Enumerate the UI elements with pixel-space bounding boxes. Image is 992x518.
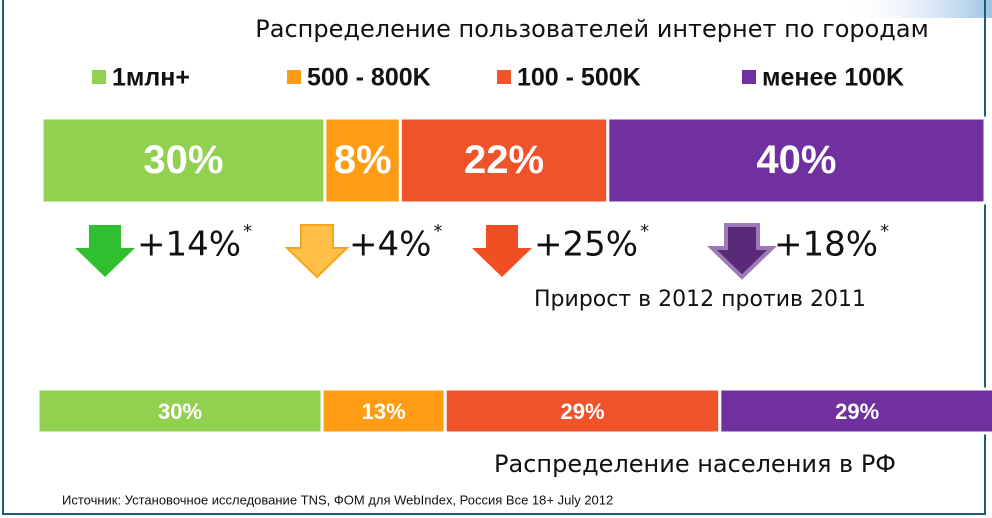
legend-label: 1млн+ — [112, 64, 190, 92]
legend-swatch — [742, 70, 756, 84]
decoration — [840, 0, 992, 18]
bar-segment — [718, 387, 992, 435]
bar-segment — [323, 116, 402, 205]
bar-value-label: 22% — [464, 138, 544, 182]
bar-caption: Распределение населения в РФ — [494, 450, 896, 478]
growth-arrow — [284, 224, 350, 279]
bar-segment — [398, 116, 610, 205]
bar-value-label: 30% — [158, 399, 202, 424]
growth-arrow — [472, 225, 532, 277]
bar-segment — [320, 387, 447, 435]
growth-label: +14% — [137, 225, 241, 265]
bar-value-label: 13% — [362, 399, 406, 424]
legend-label: менее 100K — [762, 64, 904, 92]
chart-title: Распределение пользователей интернет по … — [255, 15, 928, 43]
bar-value-label: 29% — [561, 399, 605, 424]
legend-swatch — [497, 70, 511, 84]
bar-value-label: 40% — [756, 138, 836, 182]
legend-swatch — [92, 70, 106, 84]
source-note: Источник: Установочное исследование TNS,… — [62, 492, 613, 507]
growth-label: +4% — [349, 225, 431, 265]
bar-value-label: 8% — [334, 138, 392, 182]
legend-swatch — [287, 70, 301, 84]
bar-value-label: 30% — [143, 138, 223, 182]
bar-segment — [36, 387, 324, 435]
growth-label: +25% — [534, 225, 638, 265]
growth-label: +18% — [774, 225, 878, 265]
growth-caption: Прирост в 2012 против 2011 — [534, 287, 866, 312]
growth-arrow — [75, 225, 135, 277]
legend-label: 100 - 500K — [517, 64, 641, 92]
growth-marker: * — [640, 221, 649, 242]
bar-value-label: 29% — [835, 399, 879, 424]
growth-arrow — [707, 223, 777, 280]
bar-segment — [606, 116, 987, 205]
bar-segment — [443, 387, 722, 435]
growth-marker: * — [880, 221, 889, 242]
growth-marker: * — [433, 221, 442, 242]
growth-marker: * — [243, 221, 252, 242]
legend-label: 500 - 800K — [307, 64, 431, 92]
